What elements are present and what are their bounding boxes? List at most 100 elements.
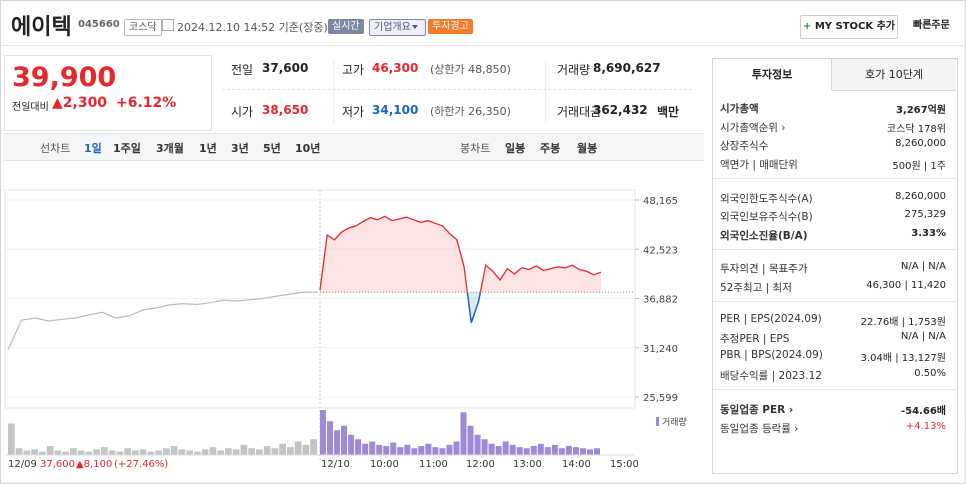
volume-bar (523, 448, 530, 455)
volume-bar (446, 444, 453, 455)
volume-bar (593, 448, 600, 455)
y-tick-label: 36,882 (643, 295, 678, 306)
volume-bar (31, 449, 38, 455)
volume-bar (537, 443, 544, 455)
volume-bar (572, 447, 579, 455)
area-above (320, 216, 601, 293)
info-tab[interactable]: 호가 10단계 (832, 59, 956, 91)
volume-bar (23, 450, 31, 455)
period-tab[interactable]: 1일 (84, 142, 102, 155)
period-tab[interactable]: 1주일 (113, 142, 141, 155)
period-tab[interactable]: 5년 (263, 142, 281, 155)
volume-bar (108, 450, 116, 455)
info-label: 액면가 | 매매단위 (720, 159, 798, 171)
volume-bar (390, 442, 397, 455)
volume-bar (544, 447, 551, 455)
info-label: 외국인한도주식수(A) (720, 193, 813, 205)
volume-bar (320, 410, 327, 455)
period-tab[interactable]: 3년 (231, 142, 249, 155)
volume-bar (186, 450, 193, 455)
volume-bar (310, 439, 317, 455)
info-divider (713, 249, 957, 250)
price-change-pct: +6.12% (116, 95, 177, 111)
info-row: PBR | BPS(2024.09) 3.04배 | 13,127원 (720, 349, 946, 365)
candle-tab[interactable]: 월봉 (577, 142, 598, 155)
x-tick-label: 12/09 (8, 459, 37, 470)
info-row: 외국인보유주식수(B) 275,329 (720, 209, 946, 225)
info-divider (713, 389, 957, 390)
info-label: 투자의견 | 목표주가 (720, 263, 808, 275)
info-divider (713, 178, 957, 179)
info-value: 8,260,000 (895, 138, 946, 149)
candle-tab[interactable]: 주봉 (540, 142, 561, 155)
volume-bar (418, 446, 425, 455)
info-row: 배당수익률 | 2023.12 0.50% (720, 368, 946, 384)
volume-bar (516, 447, 523, 455)
volume-bar (369, 441, 376, 455)
volume-bar (178, 449, 186, 455)
info-row: 액면가 | 매매단위 500원 | 1주 (720, 157, 946, 173)
info-value: 8,260,000 (895, 191, 946, 202)
info-value: N/A | N/A (900, 261, 946, 272)
stat-label: 거래대금 (557, 105, 602, 119)
volume-bar (194, 451, 201, 455)
company-badge[interactable]: 기업개요 (369, 19, 426, 36)
volume-bar (376, 444, 383, 455)
volume-bar (271, 448, 279, 455)
tab-group-label: 봉차트 (460, 142, 491, 155)
info-value: -54.66배 (901, 406, 946, 417)
mystock-button[interactable]: + MY STOCK 추가 (800, 15, 898, 39)
x-tick-label: 13:00 (513, 459, 542, 470)
info-row: 시가총액순위 › 코스닥 178위 (720, 120, 946, 136)
period-tab[interactable]: 10년 (295, 142, 321, 155)
volume-bar (411, 448, 418, 455)
volume-bar (116, 451, 124, 455)
candle-tab[interactable]: 일봉 (505, 142, 526, 155)
period-tab[interactable]: 3개월 (156, 142, 184, 155)
market-badge: 코스닥 (124, 19, 162, 36)
volume-bar (209, 447, 217, 455)
volume-bar (170, 446, 178, 455)
info-row: 외국인소진율(B/A) 3.33% (720, 228, 946, 244)
info-value: 0.50% (914, 368, 946, 379)
info-label: 52주최고 | 최저 (720, 282, 792, 294)
info-tab-active[interactable]: 투자정보 (713, 59, 832, 90)
volume-bar (77, 450, 85, 455)
volume-bar (530, 446, 537, 455)
volume-bar (8, 423, 15, 455)
x-tick-label: 11:00 (419, 459, 448, 470)
volume-legend: 거래량 (662, 416, 687, 428)
datetime: 2024.12.10 14:52 기준(장중) (177, 21, 328, 34)
volume-bar (232, 449, 240, 455)
volume-bar (302, 444, 310, 455)
volume-bar (558, 448, 565, 455)
quick-order-label: 빠른주문 (913, 20, 950, 31)
header-divider (0, 45, 966, 46)
y-tick-label: 42,523 (643, 245, 678, 256)
info-row: 투자의견 | 목표주가 N/A | N/A (720, 261, 946, 277)
change-label: 전일대비 (12, 102, 49, 113)
volume-bar (62, 451, 69, 455)
volume-bar (139, 449, 147, 455)
volume-bar (124, 448, 131, 455)
info-value: +4.13% (905, 421, 946, 432)
volume-bar (334, 430, 341, 455)
stock-code: 045660 (78, 19, 120, 30)
volume-bar (279, 443, 286, 455)
stat-note: (하한가 26,350) (430, 105, 511, 118)
info-value: 46,300 | 11,420 (866, 280, 946, 291)
stat-label: 거래량 (557, 63, 591, 77)
volume-bar (551, 444, 558, 455)
quick-order-button[interactable]: 빠른주문 (913, 15, 950, 37)
volume-bar (101, 447, 108, 455)
volume-bar (39, 451, 46, 455)
price-line (319, 215, 602, 293)
info-panel (712, 58, 958, 474)
volume-bar (263, 446, 271, 455)
info-value: 3.04배 | 13,127원 (860, 353, 946, 364)
stat-value: 38,650 (262, 103, 309, 117)
volume-bar (481, 439, 488, 455)
x-tick-label: 15:00 (610, 459, 639, 470)
period-tab[interactable]: 1년 (199, 142, 217, 155)
